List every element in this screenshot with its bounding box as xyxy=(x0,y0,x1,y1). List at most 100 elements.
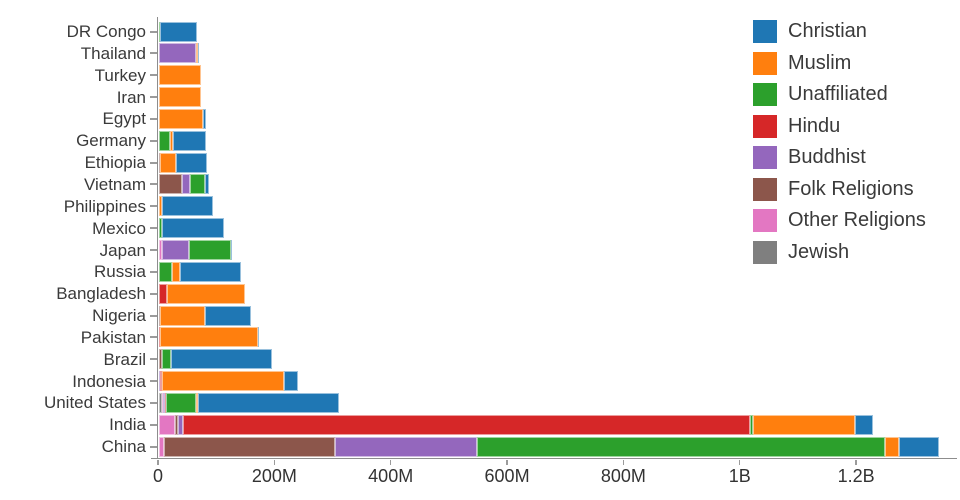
bar-segment[interactable] xyxy=(162,371,284,392)
bar-segment[interactable] xyxy=(170,130,174,151)
bar-segment[interactable] xyxy=(477,436,885,457)
bar-segment[interactable] xyxy=(884,436,899,457)
country-label: Ethiopia xyxy=(84,153,146,173)
country-label: India xyxy=(109,415,146,435)
bar-row xyxy=(158,21,197,42)
bar-segment[interactable] xyxy=(159,21,161,42)
bar-segment[interactable] xyxy=(158,392,162,413)
legend-swatch xyxy=(753,83,777,106)
bar-segment[interactable] xyxy=(160,305,206,326)
bar-segment[interactable] xyxy=(158,349,162,370)
bar-segment[interactable] xyxy=(158,174,182,195)
legend-label: Unaffiliated xyxy=(788,83,888,105)
bar-segment[interactable] xyxy=(161,218,225,239)
bar-segment[interactable] xyxy=(158,196,160,217)
bar-segment[interactable] xyxy=(158,327,161,348)
x-tick-label: 1B xyxy=(728,466,751,486)
bar-segment[interactable] xyxy=(176,152,207,173)
bar-row xyxy=(158,43,199,64)
country-label: China xyxy=(101,437,146,457)
bar-segment[interactable] xyxy=(171,261,181,282)
bar-row xyxy=(158,305,251,326)
bar-segment[interactable] xyxy=(158,436,164,457)
y-tick-mark xyxy=(150,270,157,273)
bar-segment[interactable] xyxy=(188,240,231,260)
bar-segment[interactable] xyxy=(181,174,191,195)
bar-segment[interactable] xyxy=(167,283,245,304)
country-label: Vietnam xyxy=(83,174,146,194)
bar-segment[interactable] xyxy=(161,392,163,413)
bar-segment[interactable] xyxy=(898,436,939,457)
bar-segment[interactable] xyxy=(752,414,856,435)
bar-segment[interactable] xyxy=(158,21,160,42)
bar-segment[interactable] xyxy=(174,414,178,435)
bar-segment[interactable] xyxy=(159,196,163,217)
legend-label: Jewish xyxy=(788,240,850,263)
bar-segment[interactable] xyxy=(158,65,160,86)
bar-segment[interactable] xyxy=(749,414,753,435)
bar-segment[interactable] xyxy=(159,371,163,392)
y-tick-mark xyxy=(150,314,157,317)
bar-segment[interactable] xyxy=(162,196,213,217)
bar-segment[interactable] xyxy=(159,152,177,173)
bar-segment[interactable] xyxy=(160,21,197,42)
country-label: United States xyxy=(43,393,146,413)
bar-row xyxy=(158,152,207,173)
legend-swatch xyxy=(753,146,777,169)
bar-segment[interactable] xyxy=(180,261,242,282)
bar-segment[interactable] xyxy=(230,240,232,260)
legend-label: Other Religions xyxy=(788,209,926,231)
y-tick-mark xyxy=(150,139,157,142)
bar-segment[interactable] xyxy=(158,87,202,108)
bar-segment[interactable] xyxy=(165,392,167,413)
bar-segment[interactable] xyxy=(158,261,172,282)
bar-segment[interactable] xyxy=(196,392,198,413)
bar-segment[interactable] xyxy=(161,240,189,260)
bar-segment[interactable] xyxy=(195,43,199,64)
x-tick-label: 800M xyxy=(600,466,646,486)
bar-segment[interactable] xyxy=(190,174,206,195)
bar-segment[interactable] xyxy=(335,436,478,457)
bar-segment[interactable] xyxy=(158,152,160,173)
y-tick-mark xyxy=(150,52,157,55)
country-label: Japan xyxy=(99,240,146,260)
bar-segment[interactable] xyxy=(159,65,201,86)
country-label: Nigeria xyxy=(92,306,146,326)
legend-label: Buddhist xyxy=(788,146,866,168)
bar-segment[interactable] xyxy=(855,414,874,435)
bar-segment[interactable] xyxy=(163,392,166,413)
bar-segment[interactable] xyxy=(170,349,272,370)
bar-segment[interactable] xyxy=(158,130,171,151)
bar-segment[interactable] xyxy=(158,43,196,64)
bar-segment[interactable] xyxy=(158,240,162,260)
country-label: Iran xyxy=(116,87,146,107)
legend-swatch xyxy=(753,209,777,232)
bar-segment[interactable] xyxy=(283,371,298,392)
bar-segment[interactable] xyxy=(205,174,210,195)
bar-segment[interactable] xyxy=(203,108,206,129)
x-axis-line xyxy=(151,458,957,460)
bar-segment[interactable] xyxy=(158,305,160,326)
x-tick-mark xyxy=(739,459,741,465)
bar-segment[interactable] xyxy=(158,108,204,129)
bar-segment[interactable] xyxy=(257,327,260,348)
bar-segment[interactable] xyxy=(205,305,251,326)
bar-segment[interactable] xyxy=(197,392,339,413)
country-label: Mexico xyxy=(92,218,146,238)
bar-segment[interactable] xyxy=(173,130,206,151)
bar-segment[interactable] xyxy=(162,349,171,370)
bar-segment[interactable] xyxy=(166,392,196,413)
bar-segment[interactable] xyxy=(159,283,168,304)
bar-segment[interactable] xyxy=(177,414,184,435)
bar-segment[interactable] xyxy=(158,218,162,239)
bar-segment[interactable] xyxy=(158,414,175,435)
y-tick-mark xyxy=(150,401,157,404)
bar-segment[interactable] xyxy=(158,371,160,392)
x-tick-label: 600M xyxy=(484,466,530,486)
bar-segment[interactable] xyxy=(163,436,335,457)
x-tick-mark xyxy=(855,459,857,465)
bar-segment[interactable] xyxy=(183,414,750,435)
country-label: Brazil xyxy=(103,349,146,369)
bar-segment[interactable] xyxy=(160,327,258,348)
